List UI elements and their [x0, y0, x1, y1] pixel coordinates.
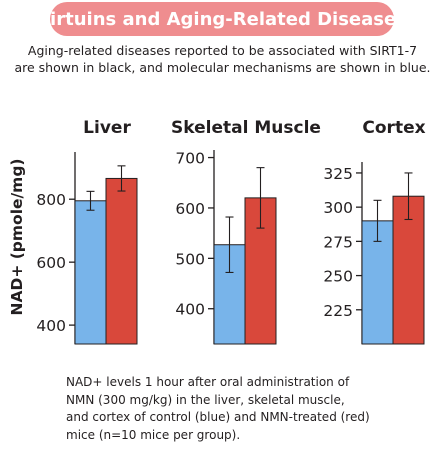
chart-1-bar-control: [74, 200, 107, 345]
chart-2-tick-label-400: 400: [175, 301, 205, 319]
chart-2-tick-label-700: 700: [175, 150, 205, 168]
chart-2-title: Skeletal Muscle: [171, 118, 321, 138]
chart-1-y-axis-label: NAD+ (pmole/mg): [8, 158, 26, 315]
chart-1-tick-label-600: 600: [36, 254, 66, 272]
caption-line-3: and cortex of control (blue) and NMN-tre…: [66, 410, 370, 424]
chart-2-tick-label-500: 500: [175, 250, 205, 268]
chart-3-tick-label-275: 275: [323, 233, 353, 251]
nad-bar-charts: Liver 400 600 800 NAD+ (pmole/mg) Skeletal Mu…: [8, 118, 426, 345]
chart-1-tick-label-400: 400: [36, 317, 66, 335]
chart-1-bar-nmn: [105, 177, 138, 345]
title-banner: Sirtuins and Aging-Related Diseases: [37, 2, 407, 36]
chart-3-tick-label-225: 225: [323, 302, 353, 320]
page-title: Sirtuins and Aging-Related Diseases: [37, 8, 407, 30]
caption-line-4: mice (n=10 mice per group).: [66, 427, 241, 442]
chart-1-tick-label-800: 800: [36, 191, 66, 209]
chart-1-title: Liver: [83, 118, 131, 138]
chart-2-tick-label-600: 600: [175, 200, 205, 218]
chart-3-title: Cortex: [362, 118, 425, 138]
subtitle: Aging-related diseases reported to be as…: [0, 42, 445, 76]
chart-3-tick-label-250: 250: [323, 268, 353, 286]
caption-line-1: NAD+ levels 1 hour after oral administra…: [66, 375, 350, 389]
chart-3-tick-label-300: 300: [323, 199, 353, 217]
figure-caption: NAD+ levels 1 hour after oral administra…: [66, 374, 436, 444]
caption-line-2: NMN (300 mg/kg) in the liver, skeletal m…: [66, 392, 345, 407]
chart-3-tick-label-325: 325: [323, 165, 353, 183]
subtitle-line-2: are shown in black, and molecular mechan…: [14, 60, 431, 75]
subtitle-line-1: Aging-related diseases reported to be as…: [27, 43, 418, 58]
